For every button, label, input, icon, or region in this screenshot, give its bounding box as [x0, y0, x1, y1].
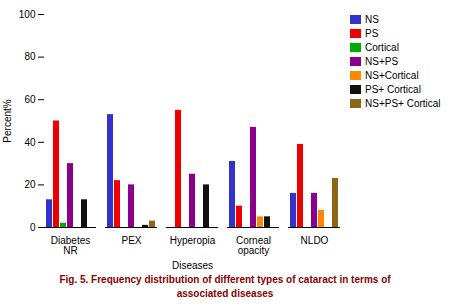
svg-text:0: 0 [30, 222, 36, 233]
html-text:PS: PS [365, 28, 379, 39]
html-text:Fig. 5. Frequency distribution: Fig. 5. Frequency distribution of differ… [59, 274, 391, 285]
svg-text:DiabetesNR: DiabetesNR [51, 235, 90, 256]
html-text:PS+ Cortical: PS+ Cortical [365, 84, 421, 95]
html-text:NS+Cortical: NS+Cortical [365, 70, 419, 81]
svg-text:40: 40 [24, 137, 36, 148]
html-text:NS: NS [365, 14, 379, 25]
svg-text:Percent%: Percent% [2, 99, 13, 142]
svg-text:Cornealopacity: Cornealopacity [236, 235, 271, 256]
html-text:NS+PS+ Cortical: NS+PS+ Cortical [365, 98, 441, 109]
html-text:Cortical: Cortical [365, 42, 399, 53]
html-text:associated diseases: associated diseases [176, 288, 274, 299]
svg-text:Diseases: Diseases [172, 260, 213, 271]
svg-text:NLDO: NLDO [301, 235, 329, 246]
svg-text:20: 20 [24, 179, 36, 190]
html-text:NS+PS: NS+PS [365, 56, 399, 67]
svg-text:80: 80 [24, 51, 36, 62]
svg-text:PEX: PEX [121, 235, 141, 246]
svg-text:Hyperopia: Hyperopia [170, 235, 216, 246]
svg-text:100: 100 [19, 9, 36, 20]
svg-text:60: 60 [24, 94, 36, 105]
